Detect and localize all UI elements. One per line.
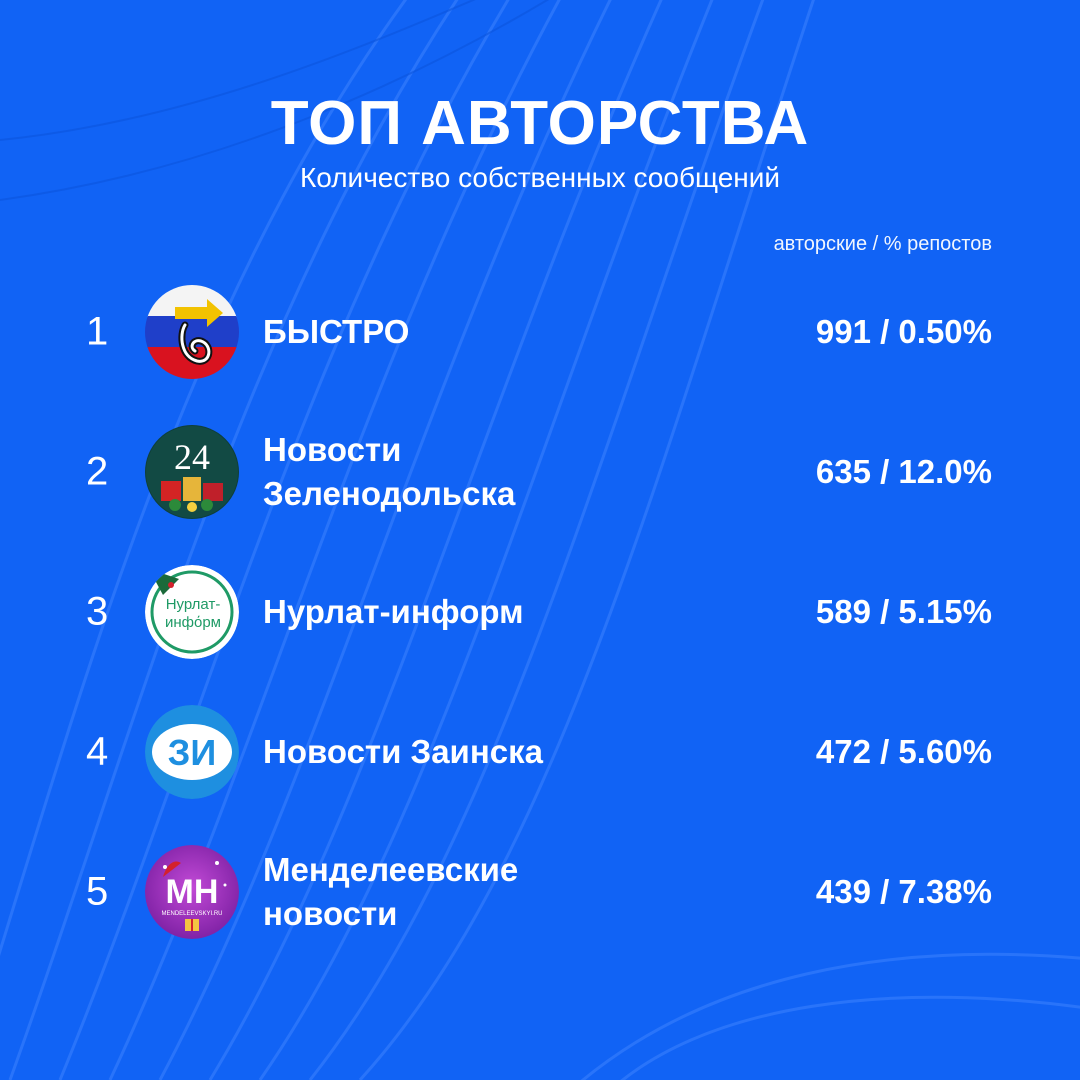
svg-text:инфόрм: инфόрм xyxy=(165,614,221,631)
page-subtitle: Количество собственных сообщений xyxy=(299,162,781,193)
channel-value: 635 / 12.0% xyxy=(815,453,992,490)
bystro-logo-icon xyxy=(145,285,239,379)
svg-text:Нурлат-: Нурлат- xyxy=(166,596,221,613)
zelenodolsk-24-logo-icon: 24 xyxy=(145,425,239,519)
channel-name: БЫСТРО xyxy=(263,313,410,350)
ranking-row: 2 24 Новости Зеленодольска 635 / 12.0% xyxy=(0,422,1080,522)
rank-number: 1 xyxy=(86,309,109,354)
column-header: авторские / % репостов xyxy=(773,233,992,255)
channel-value: 589 / 5.15% xyxy=(815,593,992,630)
ranking-row: 5 МН MENDELEEVSKYI.RU Менделеевские ново… xyxy=(0,842,1080,942)
channel-name: Менделеевские новости xyxy=(263,851,519,932)
mendeleevsk-logo-icon: МН MENDELEEVSKYI.RU xyxy=(145,845,239,939)
rank-number: 3 xyxy=(86,589,109,634)
channel-name: Нурлат-информ xyxy=(263,593,524,630)
rank-number: 5 xyxy=(86,869,109,914)
zainsk-logo-icon: ЗИ xyxy=(145,705,239,799)
ranking-row: 4 ЗИ Новости Заинска 472 / 5.60% xyxy=(0,702,1080,802)
channel-value: 472 / 5.60% xyxy=(815,733,992,770)
ranking-row: 1 БЫСТРО 991 / 0.50% xyxy=(0,282,1080,382)
channel-name: Новости Зеленодольска xyxy=(263,431,516,512)
channel-value: 439 / 7.38% xyxy=(815,873,992,910)
rank-number: 2 xyxy=(86,449,109,494)
logo-text: МН xyxy=(166,873,219,911)
nurlat-inform-logo-icon: Нурлат- инфόрм xyxy=(145,565,239,659)
logo-subtext: MENDELEEVSKYI.RU xyxy=(161,911,222,917)
ranking-row: 3 Нурлат- инфόрм Нурлат-информ 589 / 5.1… xyxy=(0,562,1080,662)
channel-value: 991 / 0.50% xyxy=(815,313,992,350)
rank-number: 4 xyxy=(86,729,109,774)
page-title: ТОП АВТОРСТВА xyxy=(270,89,810,158)
logo-text: 24 xyxy=(174,437,210,477)
channel-name: Новости Заинска xyxy=(263,733,544,770)
logo-text: ЗИ xyxy=(168,732,216,773)
